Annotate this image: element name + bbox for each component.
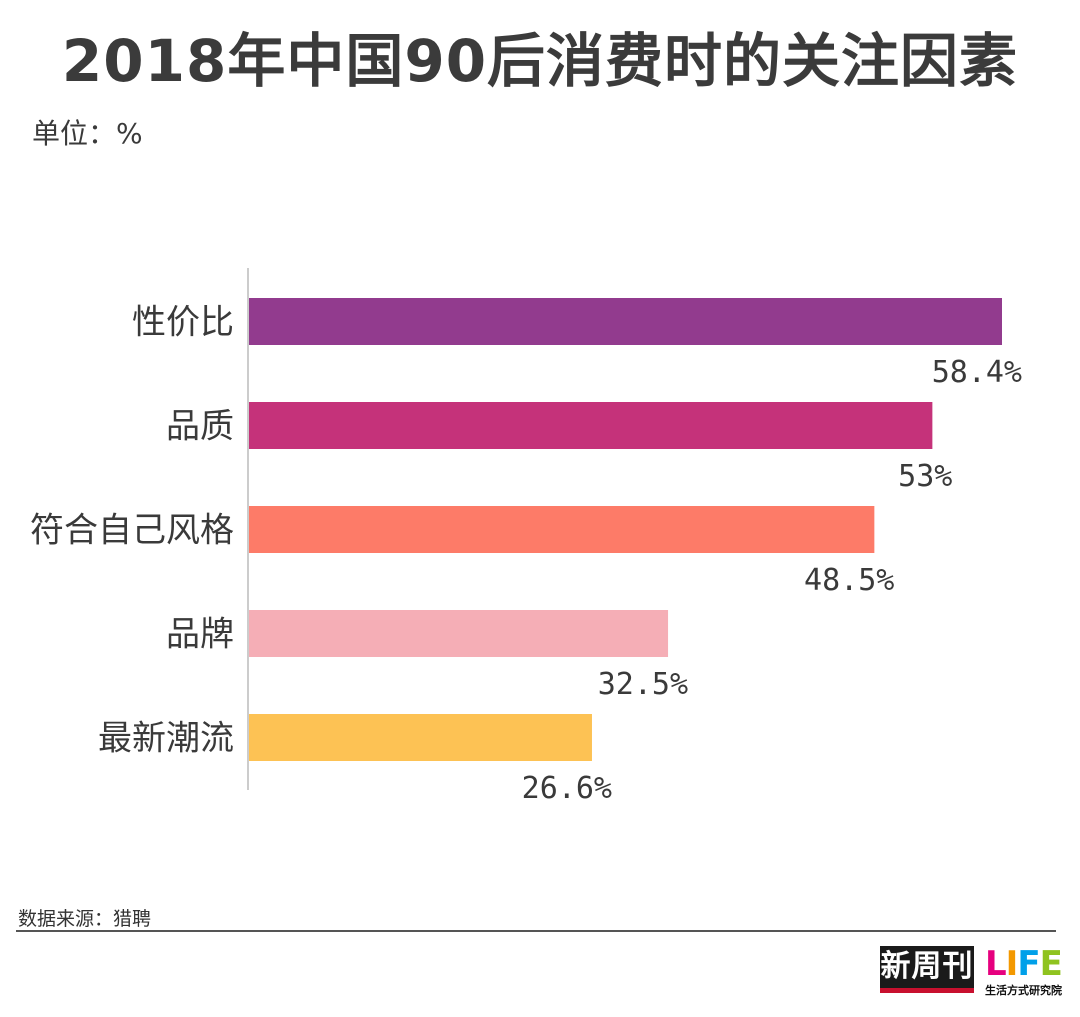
- bar-chart: 性价比 58.4% 品质 53% 符合自己风格 48.5% 品牌 32.5% 最新潮流 26.6%: [30, 268, 1022, 806]
- value-label: 32.5%: [598, 667, 688, 702]
- xinzhoukan-logo: 新周刊: [880, 946, 974, 988]
- life-logo: LIFE 生活方式研究院: [985, 946, 1065, 1002]
- value-label: 53%: [898, 459, 952, 494]
- chart-title: 2018年中国90后消费时的关注因素: [61, 27, 1019, 95]
- life-logo-mark: LIFE: [985, 944, 1063, 984]
- bar-4: [249, 610, 669, 657]
- category-label: 最新潮流: [98, 719, 234, 759]
- bar-1: [249, 298, 1002, 345]
- bar-2: [249, 402, 933, 449]
- life-logo-subtitle: 生活方式研究院: [985, 984, 1062, 997]
- category-label: 性价比: [132, 303, 234, 343]
- bar-3: [249, 506, 875, 553]
- divider: [16, 930, 1056, 932]
- unit-label: 单位：%: [32, 117, 143, 150]
- value-label: 58.4%: [932, 355, 1022, 390]
- value-label: 26.6%: [522, 771, 612, 806]
- category-label: 符合自己风格: [30, 511, 234, 551]
- category-label: 品质: [166, 407, 234, 447]
- value-label: 48.5%: [804, 563, 894, 598]
- data-source: 数据来源：猎聘: [18, 908, 152, 930]
- category-label: 品牌: [166, 615, 234, 655]
- logo-accent-bar: [880, 988, 974, 993]
- bar-5: [249, 714, 592, 761]
